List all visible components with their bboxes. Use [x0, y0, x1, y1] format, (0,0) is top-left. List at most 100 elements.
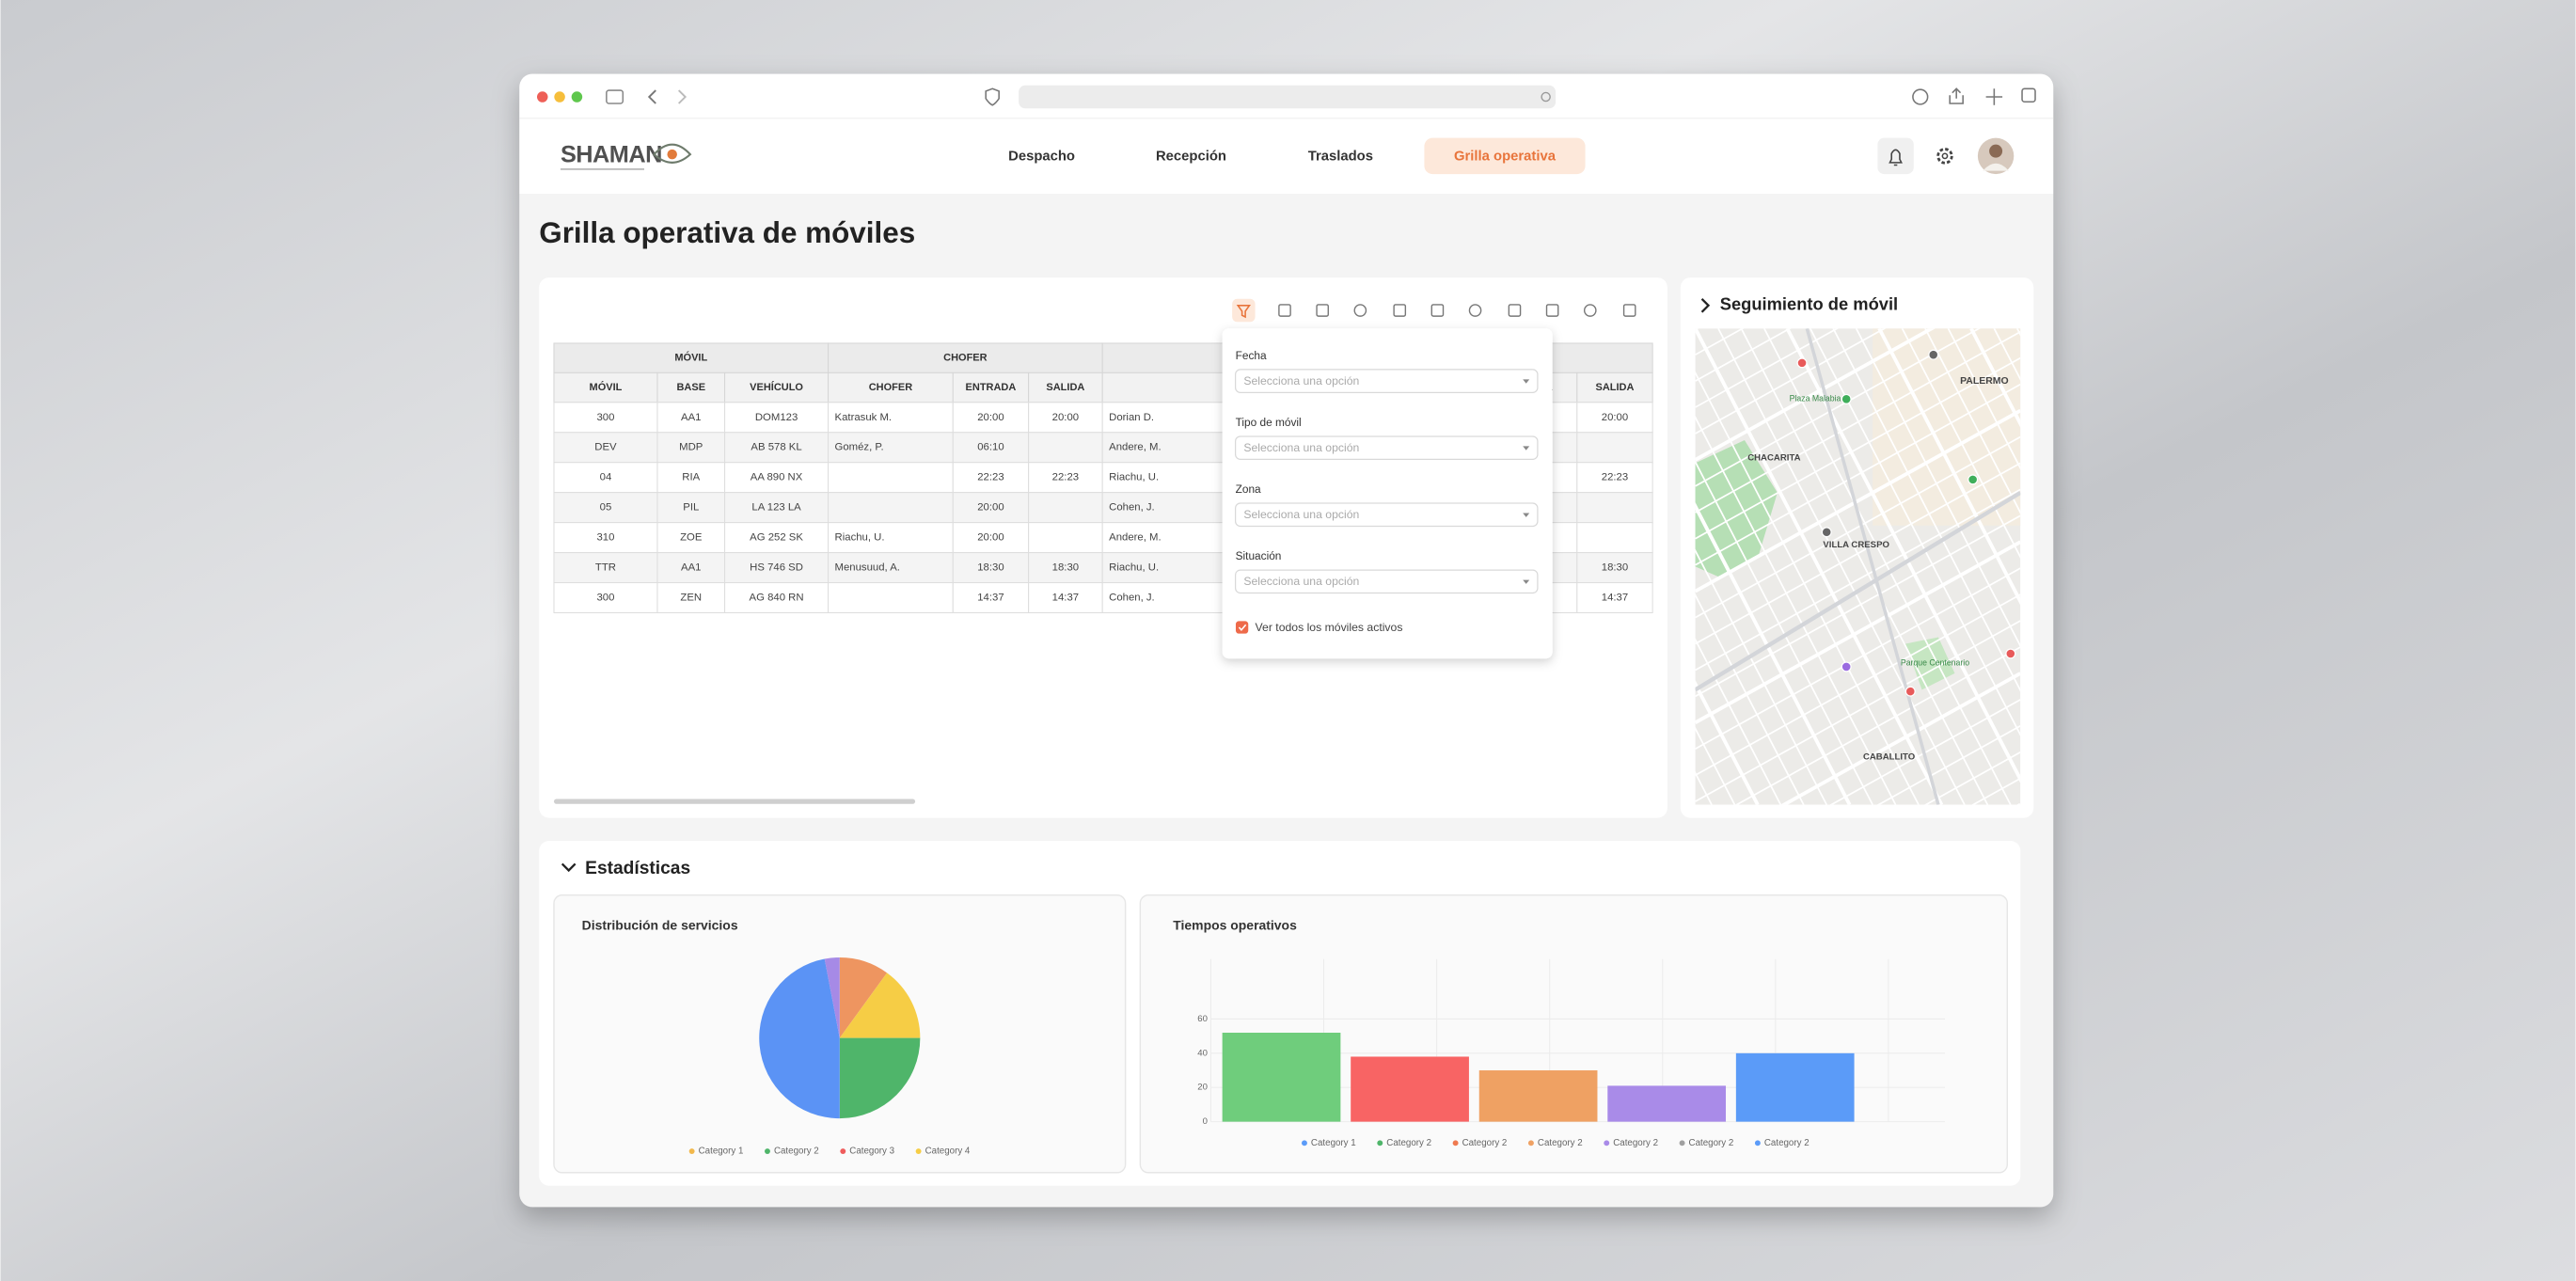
cell-text: MDP — [679, 442, 703, 453]
sidebar-button[interactable] — [606, 89, 624, 104]
tabs-button[interactable] — [2021, 87, 2036, 103]
column-header[interactable]: SALIDA — [1046, 382, 1084, 393]
cell-text: 06:10 — [977, 442, 1004, 453]
new-tab-button[interactable] — [1985, 88, 2003, 105]
map-pin — [2005, 648, 2016, 659]
street — [1779, 672, 2021, 805]
stats-toggle[interactable] — [561, 862, 577, 873]
toolbar-button[interactable] — [1316, 304, 1329, 317]
group-header: MÓVIL — [674, 352, 707, 364]
notifications-button[interactable] — [1877, 137, 1914, 175]
horizontal-scrollbar[interactable] — [553, 799, 916, 804]
column-header[interactable]: VEHÍCULO — [750, 381, 803, 393]
table-cell — [828, 582, 954, 614]
column-header[interactable]: CHOFER — [869, 382, 913, 393]
toolbar-button[interactable] — [1353, 304, 1367, 317]
street — [1695, 462, 2021, 645]
column-header[interactable]: SALIDA — [1596, 382, 1635, 393]
select-box[interactable] — [1235, 369, 1539, 393]
downloads-button[interactable] — [1912, 88, 1929, 105]
column-header-cell — [656, 372, 726, 403]
logo-eye — [653, 143, 692, 164]
y-tick-label: 60 — [1197, 1014, 1208, 1024]
select-caret — [1523, 379, 1530, 384]
toolbar-button[interactable] — [1278, 304, 1291, 317]
map-label: CHACARITA — [1747, 453, 1800, 464]
bar — [1478, 1070, 1598, 1122]
legend-label: Category 2 — [1462, 1138, 1508, 1148]
toolbar-button[interactable] — [1545, 304, 1559, 317]
legend-label: Category 2 — [774, 1147, 819, 1157]
toolbar-button[interactable] — [1508, 304, 1522, 317]
nav-item[interactable]: Despacho — [1008, 150, 1075, 165]
legend-dot — [915, 1148, 922, 1155]
street — [1740, 328, 1989, 805]
street — [1695, 567, 2021, 751]
select-box[interactable] — [1235, 569, 1539, 594]
cell-text: ZOE — [680, 532, 703, 544]
column-header[interactable]: ENTRADA — [966, 382, 1017, 393]
cell-text: PIL — [683, 502, 699, 514]
cell-text: 05 — [600, 502, 612, 514]
filter-button[interactable] — [1232, 298, 1256, 323]
table-cell — [656, 552, 726, 584]
close-button[interactable] — [536, 91, 548, 103]
minimize-button[interactable] — [554, 91, 565, 103]
table-cell — [1576, 522, 1653, 554]
table-cell — [952, 522, 1030, 554]
street — [1695, 620, 2021, 802]
back-button[interactable] — [647, 89, 656, 104]
toolbar-button[interactable] — [1622, 304, 1636, 317]
select-box[interactable] — [1235, 502, 1539, 528]
street — [1763, 328, 2012, 805]
privacy-icon[interactable] — [985, 87, 1000, 106]
map-label: CABALLITO — [1863, 752, 1916, 763]
table-cell — [553, 582, 658, 614]
field-label: Situación — [1236, 549, 1282, 562]
street — [1695, 435, 2021, 619]
street — [1695, 328, 1887, 435]
nav-active-pill — [1424, 137, 1586, 175]
column-header[interactable]: MÓVIL — [590, 381, 623, 393]
nav-item[interactable]: Grilla operativa — [1454, 150, 1557, 165]
legend-dot — [1377, 1140, 1383, 1147]
settings-button[interactable] — [1936, 148, 1953, 165]
select-box[interactable] — [1235, 435, 1539, 461]
table-cell — [656, 462, 726, 494]
cell-text: RIA — [682, 472, 700, 483]
cell-text: Katrasuk M. — [835, 412, 893, 423]
forward-button[interactable] — [677, 89, 687, 104]
share-button[interactable] — [1949, 87, 1964, 104]
toolbar-button[interactable] — [1430, 304, 1445, 317]
nav-item[interactable]: Recepción — [1156, 150, 1226, 165]
table-cell — [1576, 402, 1653, 434]
legend-label: Category 1 — [699, 1147, 744, 1157]
toolbar-button[interactable] — [1583, 304, 1597, 317]
cell-text: Cohen, J. — [1109, 593, 1155, 604]
street — [1877, 328, 2021, 606]
map-pin — [1841, 393, 1852, 404]
pie-slice — [824, 957, 840, 1038]
cell-text: 20:00 — [1602, 412, 1628, 423]
street — [1695, 502, 1852, 805]
map-pin — [1904, 686, 1916, 697]
logo[interactable]: SHAMAN — [561, 142, 662, 168]
zoom-button[interactable] — [571, 91, 583, 103]
bar — [1607, 1085, 1727, 1122]
cell-text: ZEN — [680, 593, 702, 604]
toolbar-button[interactable] — [1468, 304, 1482, 317]
map-toggle[interactable] — [1700, 297, 1711, 313]
nav-item[interactable]: Traslados — [1308, 150, 1373, 165]
checkbox[interactable] — [1235, 621, 1249, 634]
street — [1695, 593, 2021, 776]
toolbar-button[interactable] — [1393, 304, 1407, 317]
address-bar[interactable] — [1019, 85, 1557, 109]
street — [1695, 371, 1920, 805]
legend-dot — [1452, 1140, 1459, 1147]
table-cell — [952, 462, 1030, 494]
column-header[interactable]: BASE — [676, 382, 705, 393]
reload-button[interactable] — [1541, 91, 1551, 103]
map-pin — [1928, 349, 1939, 360]
legend-label: Category 2 — [1538, 1138, 1583, 1148]
